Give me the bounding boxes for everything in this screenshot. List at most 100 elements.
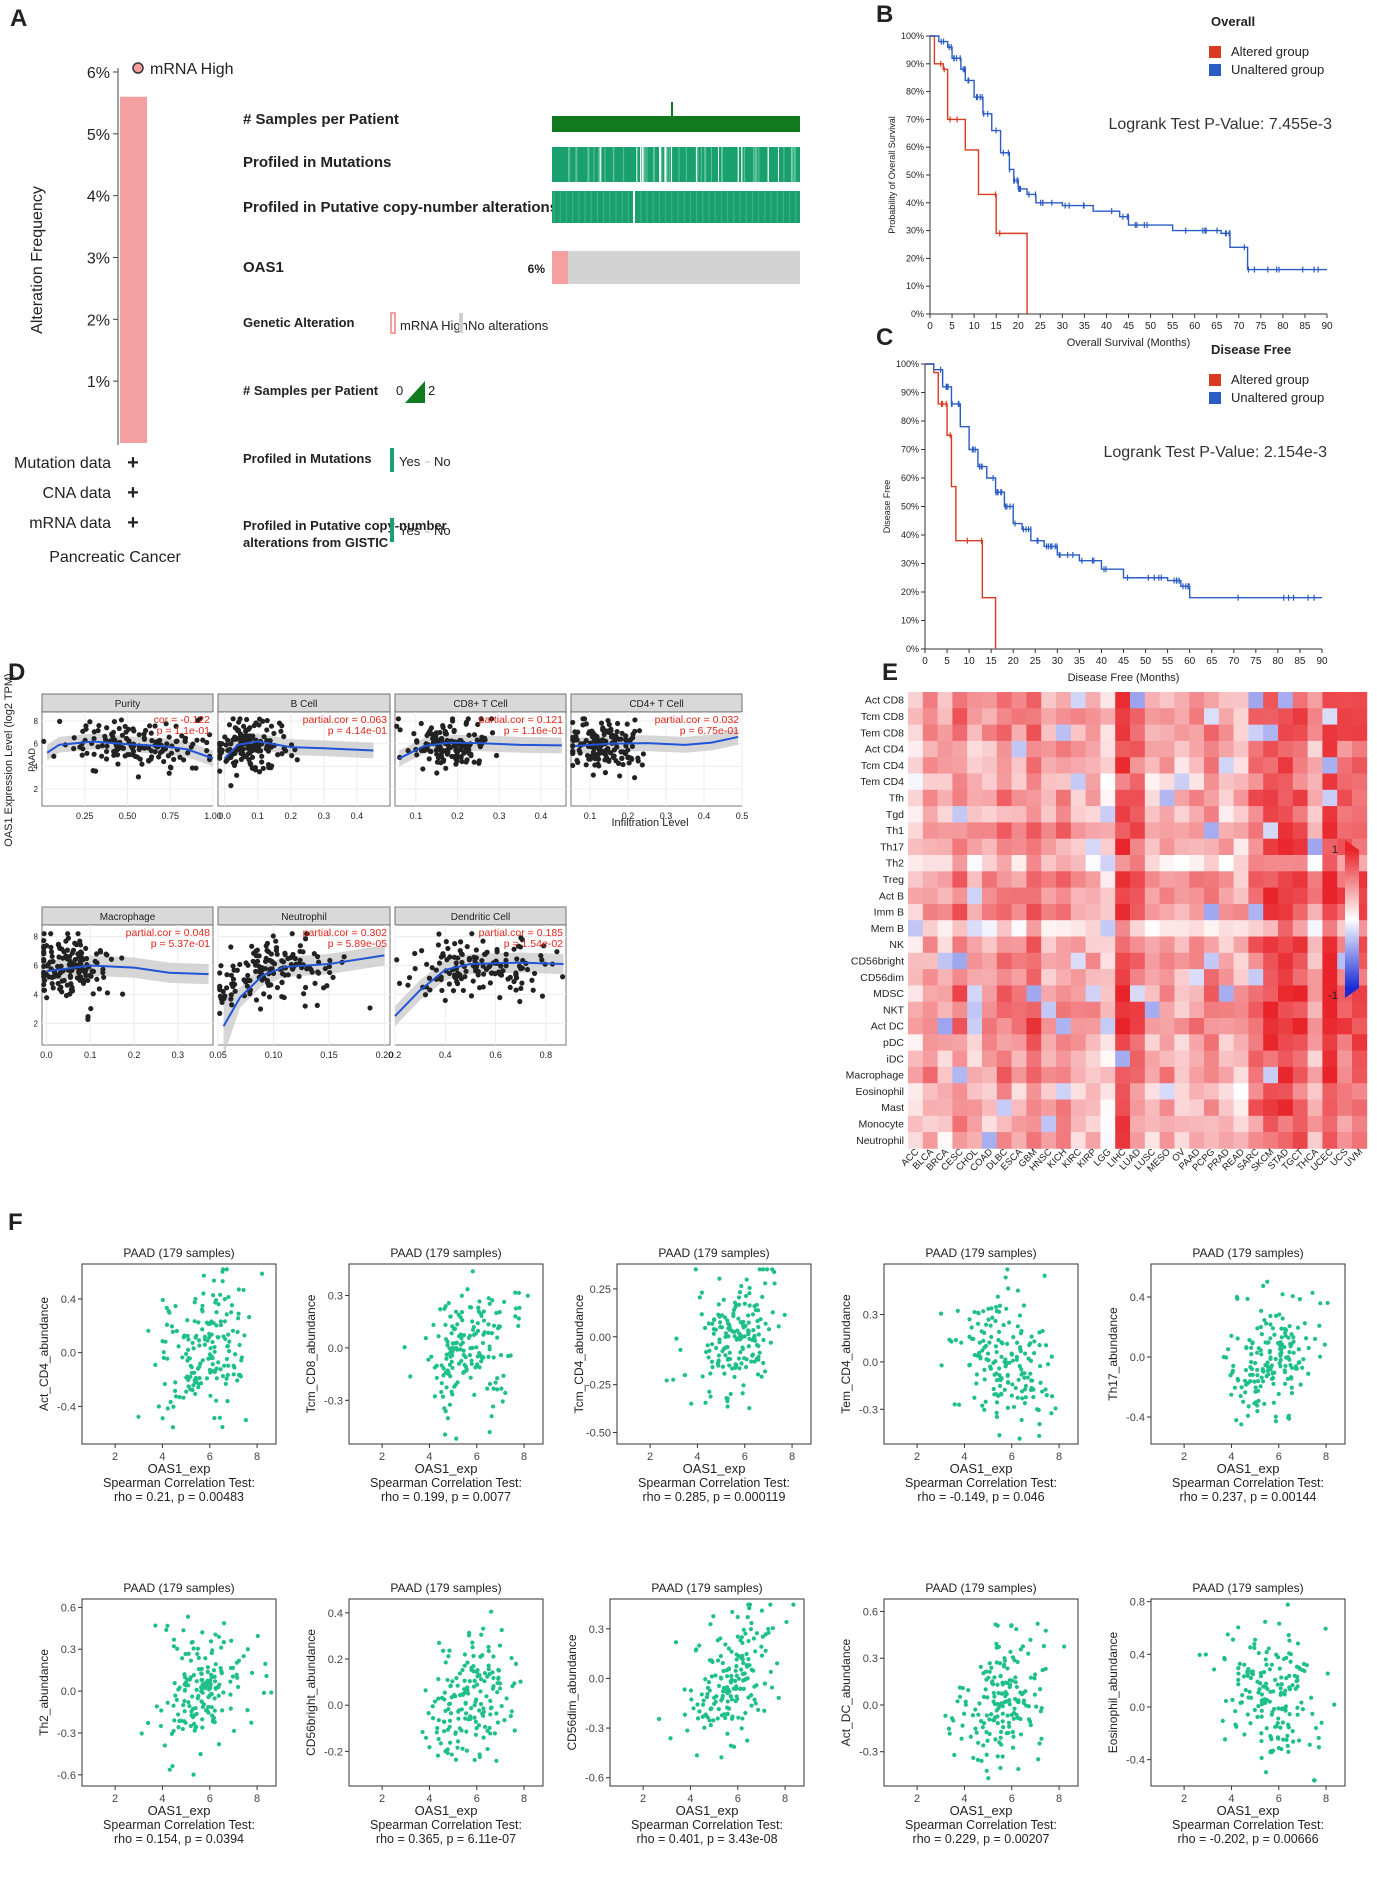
- heatmap-cell: [1307, 1034, 1323, 1051]
- y-tick-label: 80%: [901, 416, 919, 426]
- scatter-point: [458, 939, 464, 945]
- heatmap-cell: [1248, 838, 1264, 856]
- scatter-point: [204, 739, 210, 746]
- scatter-point: [180, 1355, 185, 1360]
- scatter-point: [1239, 1385, 1244, 1390]
- heatmap-cell: [1159, 936, 1175, 954]
- x-tick-label: 65: [1206, 656, 1218, 667]
- rho-stat: rho = 0.154, p = 0.0394: [114, 1832, 244, 1846]
- heatmap-cell: [1307, 855, 1323, 872]
- scatter-point: [408, 1374, 413, 1379]
- scatter-point: [486, 1296, 491, 1301]
- scatter-point: [462, 1678, 467, 1683]
- y-axis-label: Tcm_CD8_abundance: [304, 1294, 318, 1413]
- scatter-point: [716, 1302, 721, 1307]
- heatmap-cell: [1233, 1099, 1249, 1117]
- scatter-point: [476, 1305, 481, 1310]
- heatmap-cell: [1041, 952, 1057, 970]
- scatter-point: [218, 1319, 223, 1324]
- heatmap-cell: [1041, 822, 1057, 840]
- heatmap-row-label: Eosinophil: [856, 1086, 904, 1098]
- scatter-point: [252, 767, 259, 773]
- scatter-point: [425, 730, 432, 736]
- scatter-point: [438, 1307, 443, 1312]
- scatter-point: [494, 946, 500, 953]
- scatter-point: [975, 1321, 981, 1326]
- scatter-point: [240, 723, 247, 729]
- scatter-point: [999, 1742, 1004, 1747]
- heatmap-cell: [1352, 806, 1368, 823]
- scatter-point: [512, 1681, 517, 1686]
- rho-stat: rho = 0.401, p = 3.43e-08: [636, 1832, 777, 1846]
- scatter-point: [746, 1695, 751, 1700]
- heatmap-cell: [1278, 952, 1294, 970]
- heatmap-cell: [1115, 708, 1131, 725]
- scatter-point: [269, 958, 275, 964]
- scatter-point: [1298, 1382, 1303, 1387]
- scatter-point: [995, 1721, 1000, 1726]
- scatter-point: [1271, 1400, 1276, 1405]
- spearman-subplot: PAAD (179 samples)2 4 6 8-0.40.00.4Th17_abu…: [1106, 1246, 1346, 1504]
- scatter-point: [472, 1757, 477, 1763]
- scatter-point: [449, 1752, 454, 1757]
- heatmap-cell: [982, 1132, 998, 1149]
- heatmap-cell: [1278, 1018, 1294, 1035]
- y-tick-label: 1%: [87, 374, 110, 391]
- scatter-point: [993, 1318, 998, 1324]
- scatter-point: [503, 1390, 508, 1395]
- heatmap-cell: [1159, 740, 1175, 758]
- scatter-point: [766, 1327, 772, 1332]
- scatter-point: [657, 1716, 662, 1722]
- km-curve-altered: [930, 35, 1028, 314]
- scatter-point: [1276, 1716, 1281, 1721]
- scatter-point: [1259, 1698, 1264, 1703]
- heatmap-cell: [1174, 985, 1190, 1003]
- scatter-point: [240, 746, 246, 752]
- heatmap-cell: [1248, 692, 1264, 709]
- scatter-point: [973, 1707, 978, 1712]
- scatter-point: [1287, 1638, 1292, 1643]
- heatmap-cell: [982, 952, 998, 970]
- scatter-point: [217, 768, 223, 774]
- heatmap-cell: [1144, 1050, 1160, 1068]
- heatmap-cell: [1292, 887, 1308, 905]
- heatmap-cell: [1218, 1034, 1234, 1051]
- scatter-point: [455, 1683, 460, 1688]
- panel-label-e: E: [882, 659, 898, 686]
- subplot-title: PAAD (179 samples): [925, 1581, 1036, 1595]
- heatmap-cell: [1070, 692, 1086, 709]
- scatter-point: [119, 745, 125, 751]
- heatmap-cell: [1322, 855, 1338, 872]
- heatmap-cell: [1056, 740, 1072, 758]
- scatter-point: [435, 942, 441, 948]
- scatter-point: [982, 1377, 987, 1382]
- scatter-point: [1039, 1736, 1044, 1741]
- scatter-point: [220, 1424, 225, 1430]
- scatter-point: [728, 1679, 733, 1684]
- heatmap-cell: [996, 1115, 1012, 1133]
- heatmap-cell: [1292, 1099, 1308, 1117]
- scatter-point: [1029, 1385, 1034, 1391]
- heatmap-cell: [1115, 1115, 1131, 1133]
- scatter-point: [170, 1763, 175, 1769]
- scatter-point: [997, 1309, 1002, 1314]
- scatter-point: [103, 748, 110, 755]
- scatter-point: [51, 753, 57, 759]
- scatter-point: [426, 756, 432, 762]
- scatter-point: [984, 1752, 989, 1757]
- heatmap-cell: [1130, 1083, 1146, 1100]
- scatter-point: [465, 716, 471, 722]
- scatter-point: [753, 1649, 758, 1654]
- heatmap-cell: [1144, 887, 1160, 905]
- scatter-point: [721, 1685, 726, 1691]
- scatter-point: [488, 1698, 493, 1703]
- scatter-point: [111, 748, 117, 755]
- scatter-point: [200, 737, 206, 743]
- scatter-point: [217, 1415, 222, 1420]
- scatter-point: [1223, 1698, 1229, 1704]
- scatter-point: [428, 725, 435, 731]
- heatmap-cell: [1248, 1132, 1264, 1149]
- scatter-point: [581, 716, 588, 722]
- scatter-point: [200, 1690, 205, 1695]
- heatmap-cell: [922, 692, 938, 709]
